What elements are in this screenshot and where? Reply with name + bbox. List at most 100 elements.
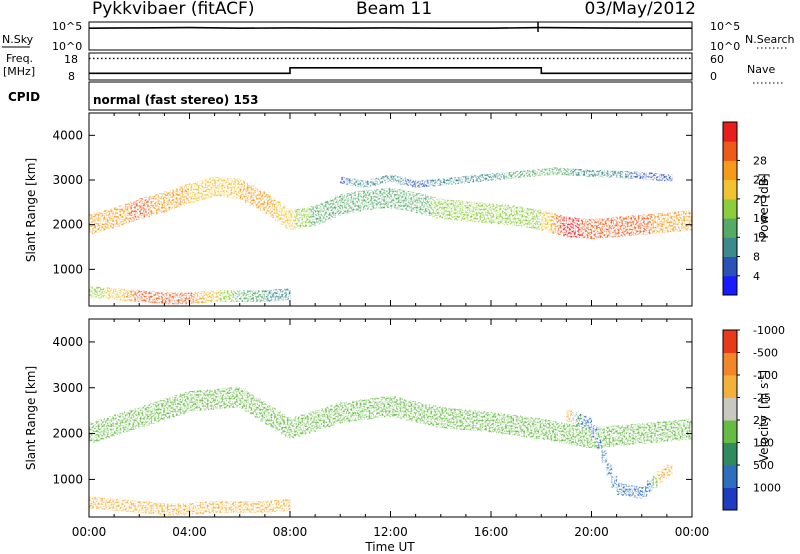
echo-cell-main-band: [445, 199, 452, 220]
echo-cell-main-band: [676, 419, 683, 441]
echo-cell-near-range: [224, 501, 231, 513]
echo-cell-main-band: [305, 413, 311, 434]
echo-cell-main-band: [450, 408, 457, 429]
echo-cell-main-band: [661, 212, 668, 233]
echo-cell-upper-echo: [546, 168, 552, 176]
echo-cell-near-range: [219, 290, 226, 302]
echo-cell-near-range: [209, 501, 216, 514]
echo-cell-late-echo: [571, 412, 577, 424]
echo-cell-main-band: [264, 404, 271, 425]
echo-cell-main-band: [164, 191, 170, 212]
echo-cell-near-range: [164, 503, 170, 516]
y-tick-label: 3000: [52, 173, 83, 187]
colorbar-tick-label: 16: [753, 212, 767, 225]
echo-cell-main-band: [259, 191, 266, 212]
echo-cell-near-range: [109, 287, 115, 300]
colorbar-swatch: [723, 275, 737, 296]
colorbar-tick-label: -1000: [753, 324, 785, 337]
colorbar-swatch: [723, 141, 737, 161]
echo-cell-near-range: [139, 290, 145, 303]
nsearch-label: N.Search: [745, 33, 795, 46]
echo-cell-main-band: [360, 190, 366, 211]
echo-cell-main-band: [571, 424, 577, 446]
echo-cell-upper-echo: [581, 169, 587, 177]
echo-cell-main-band: [214, 388, 221, 410]
echo-cell-upper-echo: [385, 174, 392, 182]
echo-cell-main-band: [601, 426, 608, 448]
velocity-colorbar: 1000 500 100 25 -25 -100 -500 -1000: [722, 324, 785, 511]
echo-cell-main-band: [631, 215, 638, 236]
echo-cell-upper-echo: [526, 169, 532, 177]
echo-cell-main-band: [104, 209, 110, 230]
echo-cell-main-band: [269, 197, 276, 218]
echo-cell-main-band: [666, 420, 673, 442]
echo-cell-main-band: [149, 195, 155, 216]
y-tick-label: 1000: [52, 472, 83, 486]
echo-cell-main-band: [521, 416, 527, 437]
echo-cell-upper-echo: [380, 176, 386, 184]
echo-cell-main-band: [606, 426, 613, 447]
echo-cell-near-range: [124, 289, 130, 301]
echo-cell-near-range: [234, 501, 241, 513]
echo-cell-near-range: [269, 500, 276, 513]
echo-cell-main-band: [410, 400, 417, 422]
echo-cell-near-range: [269, 289, 276, 302]
echo-cell-near-range: [254, 501, 261, 513]
echo-cell-upper-echo: [340, 176, 346, 184]
echo-cell-main-band: [551, 213, 557, 234]
echo-cell-late-echo: [626, 484, 633, 497]
echo-cell-main-band: [199, 180, 206, 201]
freq-series-line: [89, 67, 692, 75]
echo-cell-main-band: [99, 419, 105, 440]
time-tick-label: 04:00: [172, 525, 207, 539]
echo-cell-main-band: [420, 194, 427, 215]
echo-cell-main-band: [224, 387, 231, 409]
time-tick-label: 08:00: [273, 525, 308, 539]
echo-cell-main-band: [676, 211, 683, 232]
echo-cell-main-band: [315, 409, 321, 431]
colorbar-swatch: [723, 256, 737, 277]
echo-cell-main-band: [486, 411, 492, 433]
echo-cell-main-band: [506, 205, 512, 226]
echo-cell-main-band: [315, 204, 321, 225]
echo-cell-main-band: [214, 176, 221, 197]
echo-cell-near-range: [99, 287, 105, 299]
echo-cell-main-band: [114, 207, 120, 228]
echo-cell-main-band: [345, 401, 351, 423]
echo-cell-main-band: [621, 424, 628, 446]
echo-cell-upper-echo: [631, 171, 638, 179]
echo-cell-main-band: [486, 203, 492, 224]
echo-cell-upper-echo: [491, 173, 497, 181]
echo-cell-main-band: [370, 189, 376, 210]
echo-cell-main-band: [385, 188, 392, 209]
echo-cell-main-band: [345, 193, 351, 214]
echo-cell-late-echo: [621, 484, 628, 496]
echo-cell-main-band: [541, 419, 547, 440]
echo-cell-main-band: [310, 411, 316, 433]
echo-cell-near-range: [169, 503, 175, 516]
echo-cell-main-band: [496, 204, 502, 225]
echo-cell-upper-echo: [601, 170, 608, 178]
echo-cell-main-band: [189, 391, 196, 412]
echo-cell-main-band: [616, 425, 623, 446]
echo-cell-near-range: [154, 291, 160, 304]
echo-cell-upper-echo: [511, 171, 517, 179]
echo-cell-near-range: [234, 290, 241, 302]
echo-cell-main-band: [475, 410, 482, 432]
echo-cell-near-range: [224, 290, 231, 302]
colorbar-tick-label: 1000: [753, 482, 781, 495]
nsky-label: N.Sky: [2, 33, 34, 46]
echo-cell-upper-echo: [591, 169, 598, 177]
echo-cell-near-range: [149, 291, 155, 304]
colorbar-tick-label: 8: [753, 251, 760, 264]
echo-cell-upper-echo: [360, 180, 366, 188]
echo-cell-main-band: [219, 388, 226, 409]
echo-cell-upper-echo: [430, 179, 437, 187]
echo-cell-main-band: [290, 209, 296, 230]
echo-cell-main-band: [204, 178, 211, 199]
echo-cell-near-range: [119, 499, 125, 512]
echo-cell-main-band: [636, 214, 643, 235]
echo-cell-near-range: [184, 292, 191, 305]
echo-cell-main-band: [586, 427, 593, 448]
echo-cell-upper-echo: [450, 177, 457, 185]
